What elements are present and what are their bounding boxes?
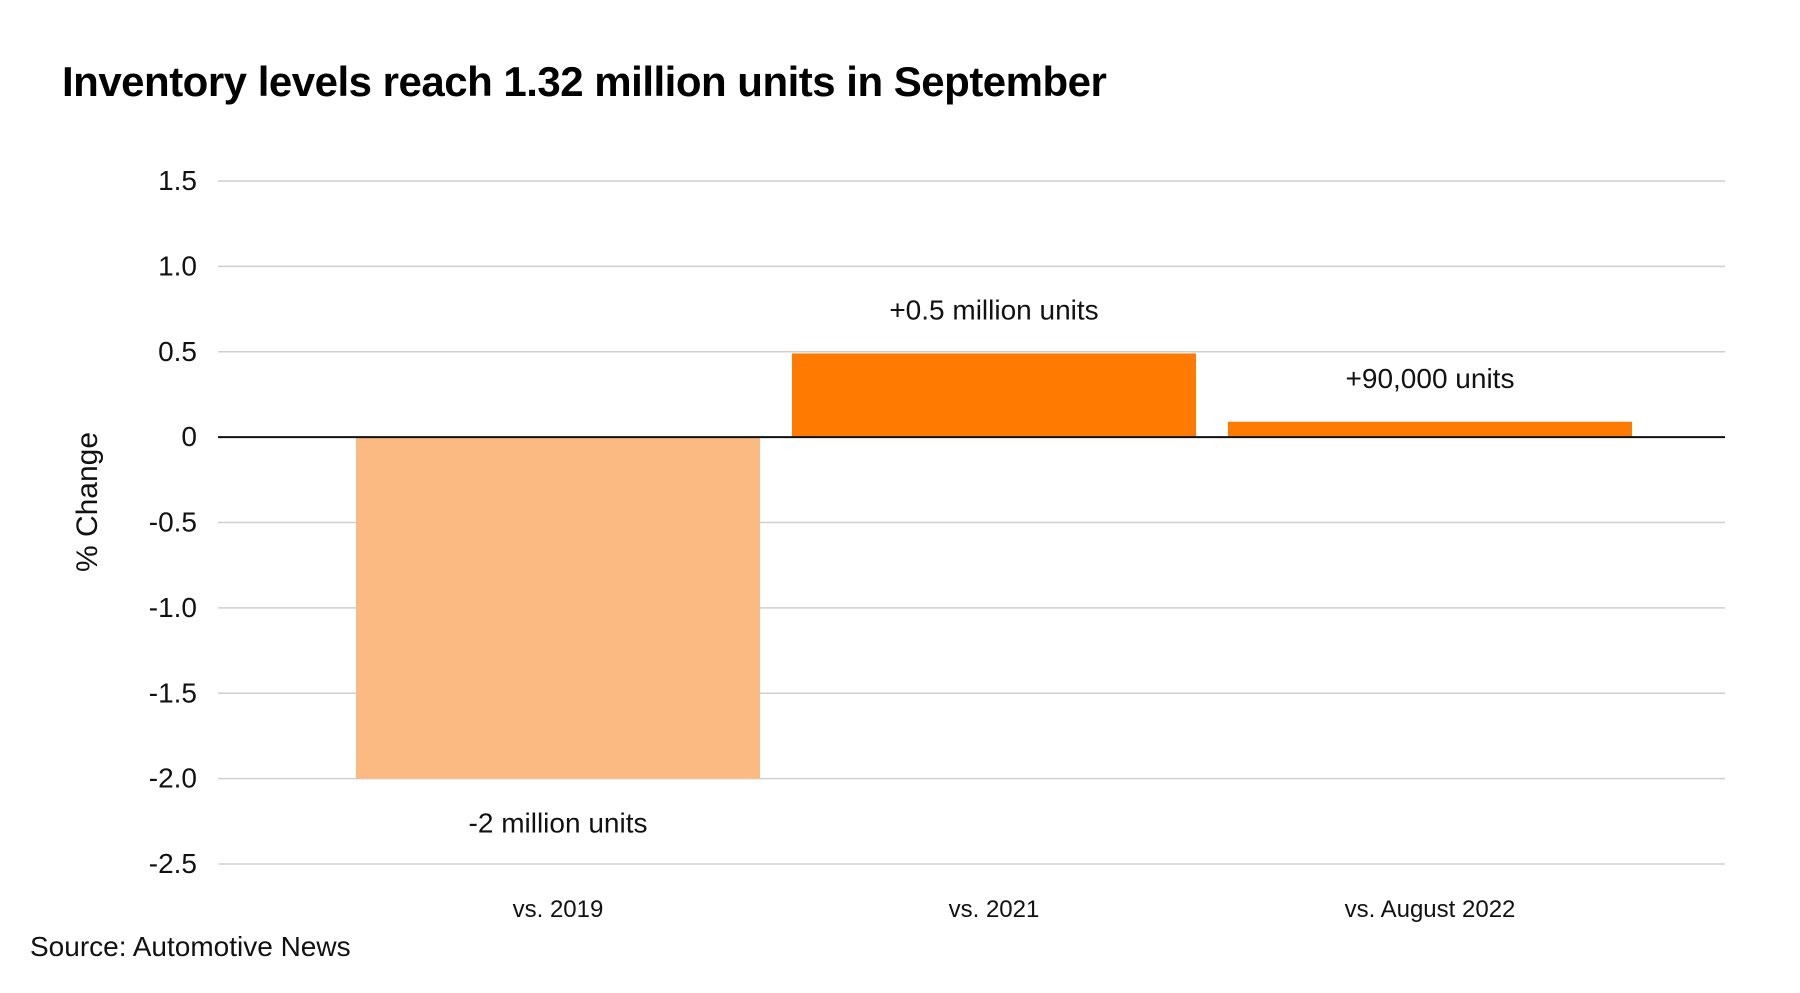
- y-tick-label: -1.0: [149, 592, 197, 623]
- y-tick-label: -0.5: [149, 507, 197, 538]
- bar: [1228, 421, 1632, 438]
- y-axis-ticks: 1.5 1.0 0.5 0 -0.5 -1.0 -1.5 -2.0 -2.5: [149, 165, 197, 879]
- y-tick-label: 1.5: [158, 165, 197, 196]
- y-tick-label: -2.5: [149, 848, 197, 879]
- y-tick-label: 1.0: [158, 250, 197, 281]
- x-axis-categories: vs. 2019 vs. 2021 vs. August 2022: [513, 896, 1516, 923]
- y-tick-label: -2.0: [149, 763, 197, 794]
- data-label: +90,000 units: [1346, 363, 1515, 394]
- bars: [356, 353, 1632, 779]
- data-label: -2 million units: [469, 808, 648, 839]
- x-category-label: vs. 2021: [949, 896, 1040, 923]
- bar: [792, 353, 1196, 438]
- data-labels: -2 million units +0.5 million units +90,00…: [469, 294, 1515, 838]
- y-tick-label: -1.5: [149, 677, 197, 708]
- y-axis-label: % Change: [71, 432, 104, 572]
- data-label: +0.5 million units: [889, 294, 1098, 325]
- y-tick-label: 0: [181, 421, 197, 452]
- x-category-label: vs. 2019: [513, 896, 604, 923]
- chart-title: Inventory levels reach 1.32 million unit…: [62, 58, 1107, 105]
- source-note: Source: Automotive News: [30, 931, 351, 962]
- y-tick-label: 0.5: [158, 336, 197, 367]
- bar: [356, 437, 760, 779]
- x-category-label: vs. August 2022: [1345, 896, 1516, 923]
